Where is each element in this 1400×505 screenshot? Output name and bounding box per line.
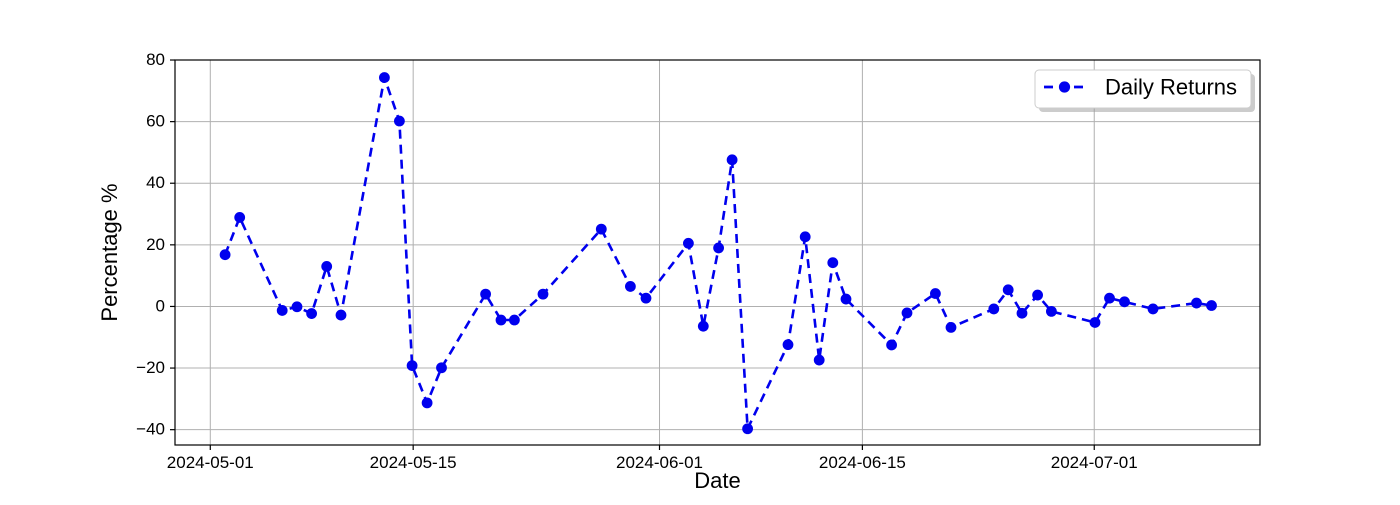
- svg-text:Date: Date: [694, 468, 740, 493]
- svg-text:0: 0: [156, 296, 165, 315]
- svg-text:Daily Returns: Daily Returns: [1105, 75, 1237, 100]
- svg-text:2024-06-15: 2024-06-15: [819, 453, 906, 472]
- svg-text:2024-06-01: 2024-06-01: [616, 453, 703, 472]
- svg-text:40: 40: [146, 173, 165, 192]
- svg-text:2024-07-01: 2024-07-01: [1051, 453, 1138, 472]
- svg-text:80: 80: [146, 50, 165, 69]
- svg-text:20: 20: [146, 235, 165, 254]
- svg-text:Percentage %: Percentage %: [97, 183, 122, 321]
- svg-text:−20: −20: [136, 358, 165, 377]
- svg-text:60: 60: [146, 112, 165, 131]
- svg-text:2024-05-15: 2024-05-15: [370, 453, 457, 472]
- svg-text:−40: −40: [136, 420, 165, 439]
- svg-text:2024-05-01: 2024-05-01: [167, 453, 254, 472]
